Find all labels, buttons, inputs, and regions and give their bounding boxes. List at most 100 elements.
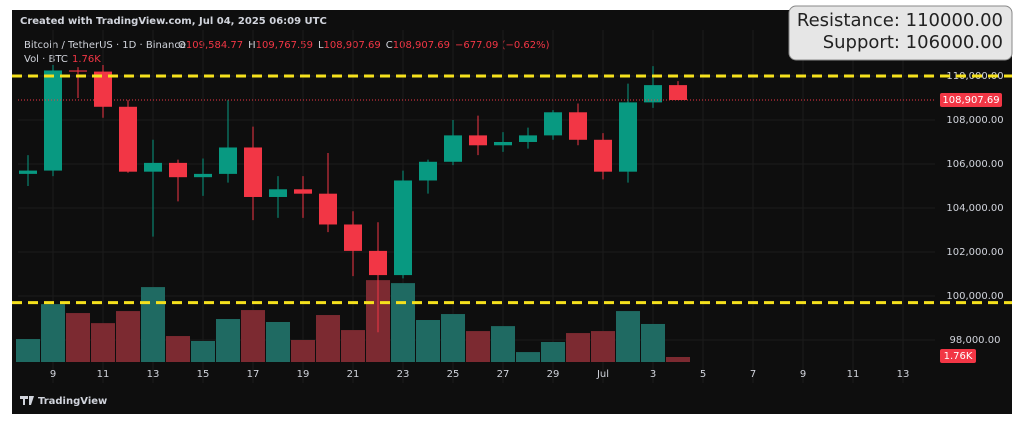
x-tick-label: 27 xyxy=(497,369,510,380)
x-tick-label: 9 xyxy=(800,369,806,380)
candle-body xyxy=(319,193,337,225)
y-tick-label: 106,000.00 xyxy=(946,159,1003,170)
candle-body xyxy=(669,85,687,101)
ohlc-key: H xyxy=(248,40,256,51)
candle-body xyxy=(19,170,37,174)
candle-body xyxy=(594,139,612,172)
x-tick-label: 3 xyxy=(650,369,656,380)
candle-body xyxy=(344,224,362,251)
volume-bar xyxy=(516,352,540,362)
y-tick-label: 104,000.00 xyxy=(946,203,1003,214)
volume-bar xyxy=(116,311,140,362)
volume-bar xyxy=(141,287,165,362)
volume-bar xyxy=(41,304,65,362)
volume-bar xyxy=(391,283,415,362)
candle-body xyxy=(419,161,437,181)
annotation: Resistance: 110000.00 xyxy=(797,10,1003,31)
y-tick-label: 100,000.00 xyxy=(946,291,1003,302)
candle-body xyxy=(644,85,662,103)
candle-body xyxy=(219,147,237,174)
candle-body xyxy=(244,147,262,197)
y-tick-label: 98,000.00 xyxy=(950,335,1001,346)
volume-bar xyxy=(666,357,690,362)
annotation-box xyxy=(788,5,1013,61)
volume-bar xyxy=(191,341,215,362)
ohlc-value: 108,907.69 xyxy=(393,40,450,51)
x-tick-label: 21 xyxy=(347,369,360,380)
x-tick-label: 29 xyxy=(547,369,560,380)
candle-body xyxy=(294,189,312,194)
last-price-label: 108,907.69 xyxy=(942,95,999,106)
change: −677.09 (−0.62%) xyxy=(455,40,550,51)
ohlc-legend: O109,584.77 H109,767.59 L108,907.69 C108,90… xyxy=(178,40,550,51)
x-tick-label: 13 xyxy=(897,369,910,380)
ohlc-key: O xyxy=(178,40,186,51)
volume-bar xyxy=(316,315,340,362)
volume-bar xyxy=(491,326,515,362)
candle-body xyxy=(269,189,287,197)
volume-bar xyxy=(541,341,565,362)
candle-body xyxy=(469,135,487,146)
candle-body xyxy=(144,162,162,172)
candle-body xyxy=(69,70,87,72)
volume-bar xyxy=(591,331,615,362)
candle-body xyxy=(519,135,537,142)
y-tick-label: 102,000.00 xyxy=(946,247,1003,258)
ohlc-value: 108,907.69 xyxy=(324,40,381,51)
plot xyxy=(16,30,935,383)
candle-body xyxy=(494,141,512,146)
x-tick-label: 5 xyxy=(700,369,706,380)
volume-bar xyxy=(216,319,240,362)
ohlc-value: 109,767.59 xyxy=(256,40,313,51)
volume-bar xyxy=(91,323,115,362)
tv-logo xyxy=(20,396,34,405)
x-tick-label: 9 xyxy=(50,369,56,380)
last-volume-box xyxy=(940,349,976,363)
candle-body xyxy=(394,180,412,276)
ohlc-value: 109,584.77 xyxy=(186,40,243,51)
footer: TradingView xyxy=(38,396,107,407)
candle-body xyxy=(619,102,637,172)
x-tick-label: 11 xyxy=(847,369,860,380)
volume-bar xyxy=(341,330,365,362)
symbol: Bitcoin / TetherUS · 1D · Binance xyxy=(24,40,186,51)
candle-body xyxy=(169,162,187,178)
candle-body xyxy=(119,106,137,172)
x-tick-label: 7 xyxy=(750,369,756,380)
x-tick-label: 13 xyxy=(147,369,160,380)
volume-bar xyxy=(166,336,190,362)
volume-bar xyxy=(241,310,265,362)
volume-bar xyxy=(616,311,640,362)
ohlc-key: L xyxy=(318,40,324,51)
volume-bar xyxy=(66,313,90,362)
y-tick-label: 108,000.00 xyxy=(946,115,1003,126)
x-tick-label: 23 xyxy=(397,369,410,380)
volume-legend: Vol · BTC xyxy=(24,54,68,65)
candle-body xyxy=(194,173,212,178)
ohlc-key: C xyxy=(386,40,393,51)
volume-bar xyxy=(16,339,40,362)
candle-body xyxy=(544,112,562,136)
volume-bar xyxy=(416,320,440,362)
volume-bar xyxy=(641,323,665,362)
x-tick-label: 11 xyxy=(97,369,110,380)
candle-body xyxy=(444,135,462,162)
volume-legend-value: 1.76K xyxy=(72,54,101,65)
volume-bar xyxy=(466,331,490,362)
x-tick-label: 17 xyxy=(247,369,260,380)
volume-bar xyxy=(291,340,315,362)
x-tick-label: 19 xyxy=(297,369,310,380)
candle-body xyxy=(369,250,387,276)
candle-body xyxy=(569,112,587,140)
x-tick-label: 25 xyxy=(447,369,460,380)
candle-body xyxy=(44,70,62,171)
candle-body xyxy=(94,71,112,107)
annotation: Support: 106000.00 xyxy=(823,32,1003,53)
header: Created with TradingView.com, Jul 04, 20… xyxy=(20,16,327,27)
volume-bar xyxy=(566,333,590,362)
last-price-box xyxy=(940,93,1002,108)
last-volume-label: 1.76K xyxy=(944,351,973,362)
volume-bar xyxy=(266,321,290,362)
x-tick-label: Jul xyxy=(596,369,609,380)
